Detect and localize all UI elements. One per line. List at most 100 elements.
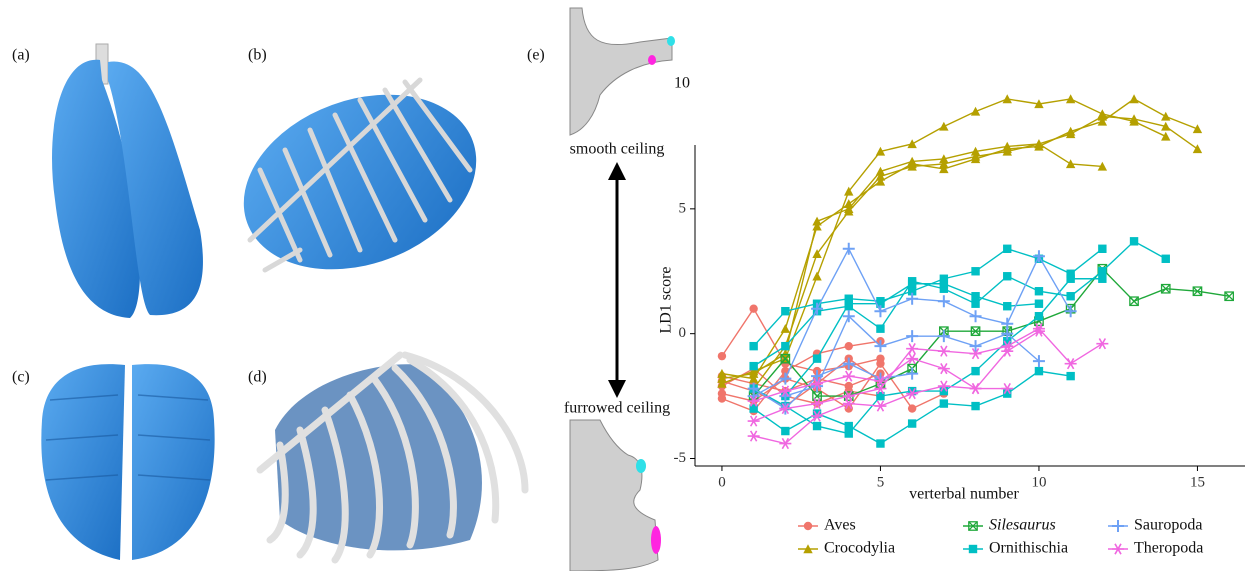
- series-line: [722, 341, 881, 411]
- marker-shape: [1066, 292, 1074, 300]
- legend-label: Aves: [824, 517, 856, 534]
- data-point: [908, 280, 916, 288]
- panel-label: (e): [527, 47, 545, 64]
- marker-shape: [907, 139, 916, 148]
- marker-shape: [970, 310, 982, 322]
- data-point: [813, 354, 821, 362]
- data-point: [1066, 292, 1074, 300]
- marker-shape: [971, 267, 979, 275]
- data-point: [1066, 94, 1075, 103]
- marker-shape: [845, 300, 853, 308]
- data-point: [749, 305, 757, 313]
- data-point: [843, 371, 855, 381]
- ceiling-label: furrowed ceiling: [564, 400, 670, 417]
- x-axis-label: verterbal number: [909, 486, 1019, 503]
- data-point: [813, 422, 821, 430]
- data-point: [1098, 275, 1106, 283]
- marker-shape: [1035, 287, 1043, 295]
- marker-shape: [748, 416, 760, 426]
- marker-shape: [970, 383, 982, 393]
- marker-shape: [874, 401, 886, 411]
- marker-shape: [718, 394, 726, 402]
- ceiling-label: smooth ceiling: [570, 141, 665, 158]
- marker-shape: [1035, 300, 1043, 308]
- legend-label: Sauropoda: [1134, 517, 1202, 534]
- data-point: [908, 419, 916, 427]
- data-point: [971, 367, 979, 375]
- data-point: [1193, 124, 1202, 133]
- marker-shape: [1112, 520, 1124, 532]
- data-point: [1112, 544, 1124, 554]
- ribcage-render-d: [260, 355, 525, 560]
- data-point: [1003, 245, 1011, 253]
- data-point: [1003, 94, 1012, 103]
- data-point: [971, 292, 979, 300]
- data-point: [971, 267, 979, 275]
- marker-shape: [1098, 275, 1106, 283]
- marker-shape: [971, 402, 979, 410]
- data-point: [940, 280, 948, 288]
- data-point: [1003, 302, 1011, 310]
- y-tick-label: -5: [674, 450, 687, 466]
- series-line: [754, 329, 1103, 421]
- data-point: [1035, 287, 1043, 295]
- data-point: [969, 545, 977, 553]
- data-point: [1066, 275, 1074, 283]
- data-point: [970, 383, 982, 393]
- data-point: [938, 363, 950, 373]
- y-tick-label: 0: [679, 325, 687, 341]
- panel-label: (c): [12, 369, 30, 386]
- marker-shape: [843, 358, 855, 370]
- marker-shape: [1161, 132, 1170, 141]
- data-point: [1066, 372, 1074, 380]
- y-tick-label: 5: [679, 200, 687, 216]
- data-point: [781, 342, 789, 350]
- marker-shape: [845, 342, 853, 350]
- marker-shape: [1003, 272, 1011, 280]
- x-tick-label: 10: [1031, 474, 1046, 490]
- marker-shape: [779, 373, 791, 385]
- series-line: [785, 316, 1039, 396]
- marker-shape: [804, 522, 812, 530]
- marker-shape: [908, 419, 916, 427]
- data-point: [938, 346, 950, 356]
- marker-shape: [1096, 338, 1108, 348]
- marker-shape: [718, 352, 726, 360]
- vertebra-furrowed: [570, 420, 661, 571]
- marker-shape: [813, 422, 821, 430]
- data-point: [749, 342, 757, 350]
- lung-render-c: [41, 364, 214, 560]
- legend-label: Silesaurus: [989, 517, 1056, 534]
- marker-shape: [748, 431, 760, 441]
- data-point: [1130, 237, 1138, 245]
- marker-shape: [1129, 94, 1138, 103]
- data-point: [779, 373, 791, 385]
- marker-shape: [940, 280, 948, 288]
- marker-shape: [906, 330, 918, 342]
- x-tick-label: 5: [877, 474, 885, 490]
- marker-shape: [876, 359, 884, 367]
- data-point: [970, 340, 982, 352]
- vertebra-smooth: [570, 8, 675, 135]
- data-point: [781, 324, 790, 333]
- marker-shape: [906, 343, 918, 353]
- marker-shape: [781, 342, 789, 350]
- data-point: [970, 310, 982, 322]
- marker-shape: [970, 340, 982, 352]
- data-point: [804, 522, 812, 530]
- data-point: [717, 369, 726, 378]
- data-point: [876, 324, 884, 332]
- data-point: [1035, 312, 1043, 320]
- marker-shape: [969, 545, 977, 553]
- data-point: [906, 330, 918, 342]
- marker-shape: [938, 295, 950, 307]
- marker-shape: [1112, 544, 1124, 554]
- marker-shape: [781, 324, 790, 333]
- marker-shape: [749, 362, 757, 370]
- figure: (a) (b) (c) (d) (e) smooth ceiling furro…: [0, 0, 1256, 571]
- data-point: [1130, 297, 1138, 305]
- data-point: [1035, 300, 1043, 308]
- panel-label: (d): [248, 369, 267, 386]
- marker-shape: [1003, 94, 1012, 103]
- marker-shape: [876, 439, 884, 447]
